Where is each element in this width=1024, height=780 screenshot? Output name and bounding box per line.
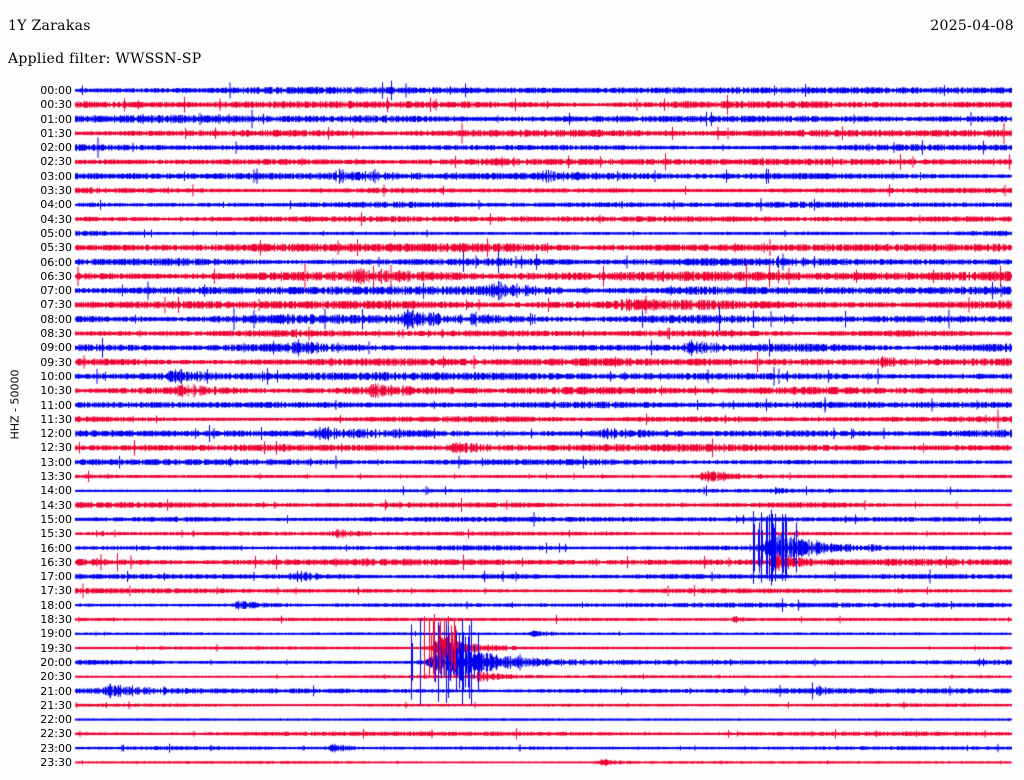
seismogram-traces-canvas — [0, 0, 1024, 780]
helicorder-page: 1Y Zarakas Applied filter: WWSSN-SP 2025… — [0, 0, 1024, 780]
